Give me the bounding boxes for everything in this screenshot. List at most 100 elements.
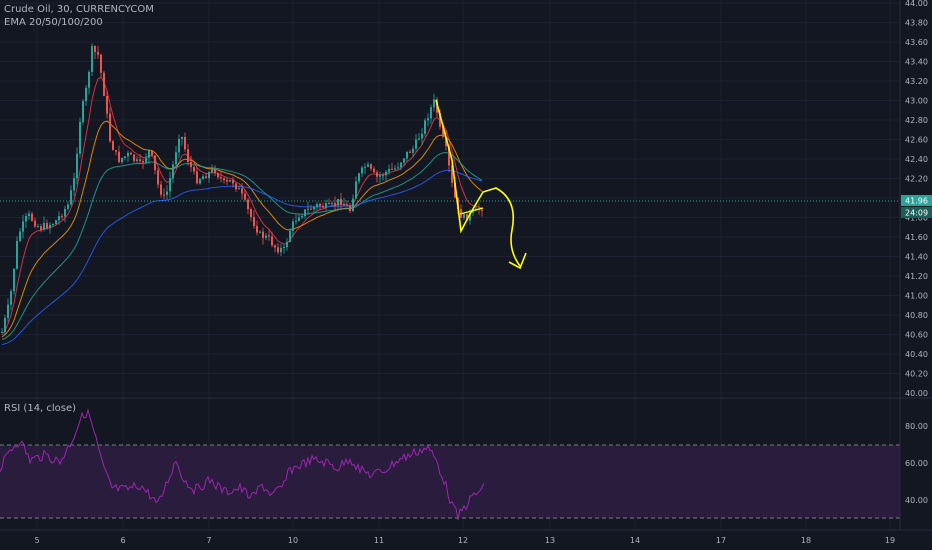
candle <box>202 174 204 180</box>
candle <box>301 213 303 220</box>
time-tick-label: 6 <box>120 536 125 545</box>
countdown-label: 24:09 <box>905 209 928 218</box>
candle <box>238 185 240 190</box>
time-tick-label: 11 <box>374 536 384 545</box>
candle <box>319 202 321 211</box>
candle <box>97 45 99 59</box>
candle <box>76 147 78 185</box>
price-tick-label: 40.40 <box>905 350 928 359</box>
candle <box>232 176 234 188</box>
candle <box>379 171 381 183</box>
candle <box>79 117 81 158</box>
candle <box>172 160 174 184</box>
price-tick-label: 40.20 <box>905 370 928 379</box>
candle <box>145 153 147 165</box>
candle <box>298 214 300 222</box>
candle <box>7 298 9 323</box>
candle <box>220 170 222 183</box>
candle <box>313 205 315 213</box>
price-tick-label: 43.60 <box>905 38 928 47</box>
grid-lines <box>0 0 900 530</box>
candle <box>376 170 378 183</box>
price-tick-label: 42.40 <box>905 155 928 164</box>
candle <box>235 182 237 193</box>
rsi-line <box>0 408 485 520</box>
candle <box>112 140 114 151</box>
candlestick-series <box>1 43 483 336</box>
rsi-legend[interactable]: RSI (14, close) <box>4 403 77 414</box>
candle <box>229 179 231 183</box>
candle <box>148 149 150 164</box>
candle <box>34 217 36 229</box>
rsi-axis[interactable]: 80.00 60.00 40.00 <box>905 422 928 505</box>
rsi-series <box>0 408 485 520</box>
candle <box>187 143 189 166</box>
candle <box>10 289 12 311</box>
candle <box>193 164 195 175</box>
candle <box>274 244 276 253</box>
candle <box>412 145 414 157</box>
candle <box>67 201 69 211</box>
candle <box>118 145 120 164</box>
candle <box>394 165 396 171</box>
price-tick-label: 41.00 <box>905 292 928 301</box>
candle <box>400 161 402 171</box>
candle <box>328 198 330 205</box>
candle <box>106 91 108 119</box>
candle <box>430 104 432 124</box>
candle <box>244 189 246 202</box>
candle <box>73 172 75 197</box>
candle <box>352 194 354 213</box>
candle <box>64 205 66 223</box>
candle <box>28 210 30 220</box>
candle <box>325 199 327 211</box>
candle <box>130 151 132 155</box>
rsi-tick-label: 80.00 <box>905 422 928 431</box>
candle <box>109 107 111 143</box>
candle <box>415 134 417 152</box>
ema-legend[interactable]: EMA 20/50/100/200 <box>4 17 103 28</box>
candle <box>16 236 18 270</box>
candle <box>331 200 333 207</box>
candle <box>334 196 336 212</box>
time-axis[interactable]: 5 6 7 10 11 12 13 14 17 18 19 <box>34 536 895 545</box>
candle <box>52 223 54 227</box>
candle <box>157 167 159 189</box>
candle <box>94 45 96 59</box>
time-tick-label: 14 <box>630 536 640 545</box>
candle <box>178 134 180 159</box>
candle <box>13 268 15 295</box>
time-tick-label: 12 <box>458 536 468 545</box>
candle <box>289 228 291 243</box>
candle <box>205 172 207 179</box>
candle <box>295 214 297 225</box>
candle <box>304 209 306 219</box>
time-tick-label: 19 <box>885 536 895 545</box>
candle <box>103 70 105 97</box>
candle <box>358 172 360 184</box>
drawing-annotation[interactable] <box>435 99 527 270</box>
candle <box>406 151 408 162</box>
candle <box>55 219 57 225</box>
symbol-legend[interactable]: Crude Oil, 30, CURRENCYCOM <box>4 4 154 15</box>
time-tick-label: 18 <box>801 536 811 545</box>
candle <box>61 213 63 220</box>
candle <box>409 149 411 154</box>
time-tick-label: 17 <box>716 536 726 545</box>
candle <box>247 198 249 215</box>
candle <box>4 314 6 336</box>
candle <box>196 166 198 185</box>
candle <box>316 202 318 211</box>
time-tick-label: 13 <box>545 536 555 545</box>
candle <box>217 172 219 180</box>
candle <box>163 188 165 200</box>
candle <box>211 164 213 175</box>
candle <box>265 232 267 241</box>
candle <box>268 229 270 241</box>
candle <box>262 227 264 245</box>
candle <box>391 162 393 171</box>
candle <box>433 93 435 112</box>
candle <box>124 155 126 161</box>
candle <box>169 171 171 198</box>
